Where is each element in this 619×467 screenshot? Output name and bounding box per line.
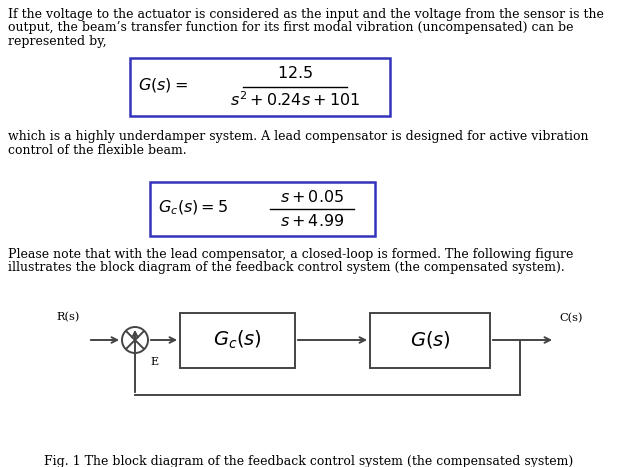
Text: $12.5$: $12.5$ bbox=[277, 65, 313, 83]
Text: illustrates the block diagram of the feedback control system (the compensated sy: illustrates the block diagram of the fee… bbox=[8, 262, 565, 275]
Text: Fig. 1 The block diagram of the feedback control system (the compensated system): Fig. 1 The block diagram of the feedback… bbox=[45, 455, 574, 467]
Text: E: E bbox=[150, 357, 158, 367]
Bar bbox=[370, 312, 490, 368]
Text: $s+0.05$: $s+0.05$ bbox=[280, 189, 344, 205]
Text: which is a highly underdamper system. A lead compensator is designed for active : which is a highly underdamper system. A … bbox=[8, 130, 589, 143]
Text: control of the flexible beam.: control of the flexible beam. bbox=[8, 143, 186, 156]
Text: If the voltage to the actuator is considered as the input and the voltage from t: If the voltage to the actuator is consid… bbox=[8, 8, 604, 21]
Text: $G_c(s)$: $G_c(s)$ bbox=[213, 329, 262, 351]
Text: represented by,: represented by, bbox=[8, 35, 106, 48]
Text: $s+4.99$: $s+4.99$ bbox=[280, 213, 344, 231]
Text: $G(s)=$: $G(s)=$ bbox=[138, 76, 188, 94]
Bar bbox=[130, 58, 390, 116]
Text: $G(s)$: $G(s)$ bbox=[410, 330, 451, 351]
Bar bbox=[150, 182, 375, 236]
Text: $G_c(s)=5$: $G_c(s)=5$ bbox=[158, 199, 228, 217]
Text: output, the beam’s transfer function for its first modal vibration (uncompensate: output, the beam’s transfer function for… bbox=[8, 21, 573, 35]
Text: $s^2+0.24s+101$: $s^2+0.24s+101$ bbox=[230, 92, 360, 110]
Bar bbox=[180, 312, 295, 368]
Text: R(s): R(s) bbox=[56, 311, 80, 322]
Text: C(s): C(s) bbox=[559, 313, 582, 323]
Text: Please note that with the lead compensator, a closed-loop is formed. The followi: Please note that with the lead compensat… bbox=[8, 248, 573, 261]
